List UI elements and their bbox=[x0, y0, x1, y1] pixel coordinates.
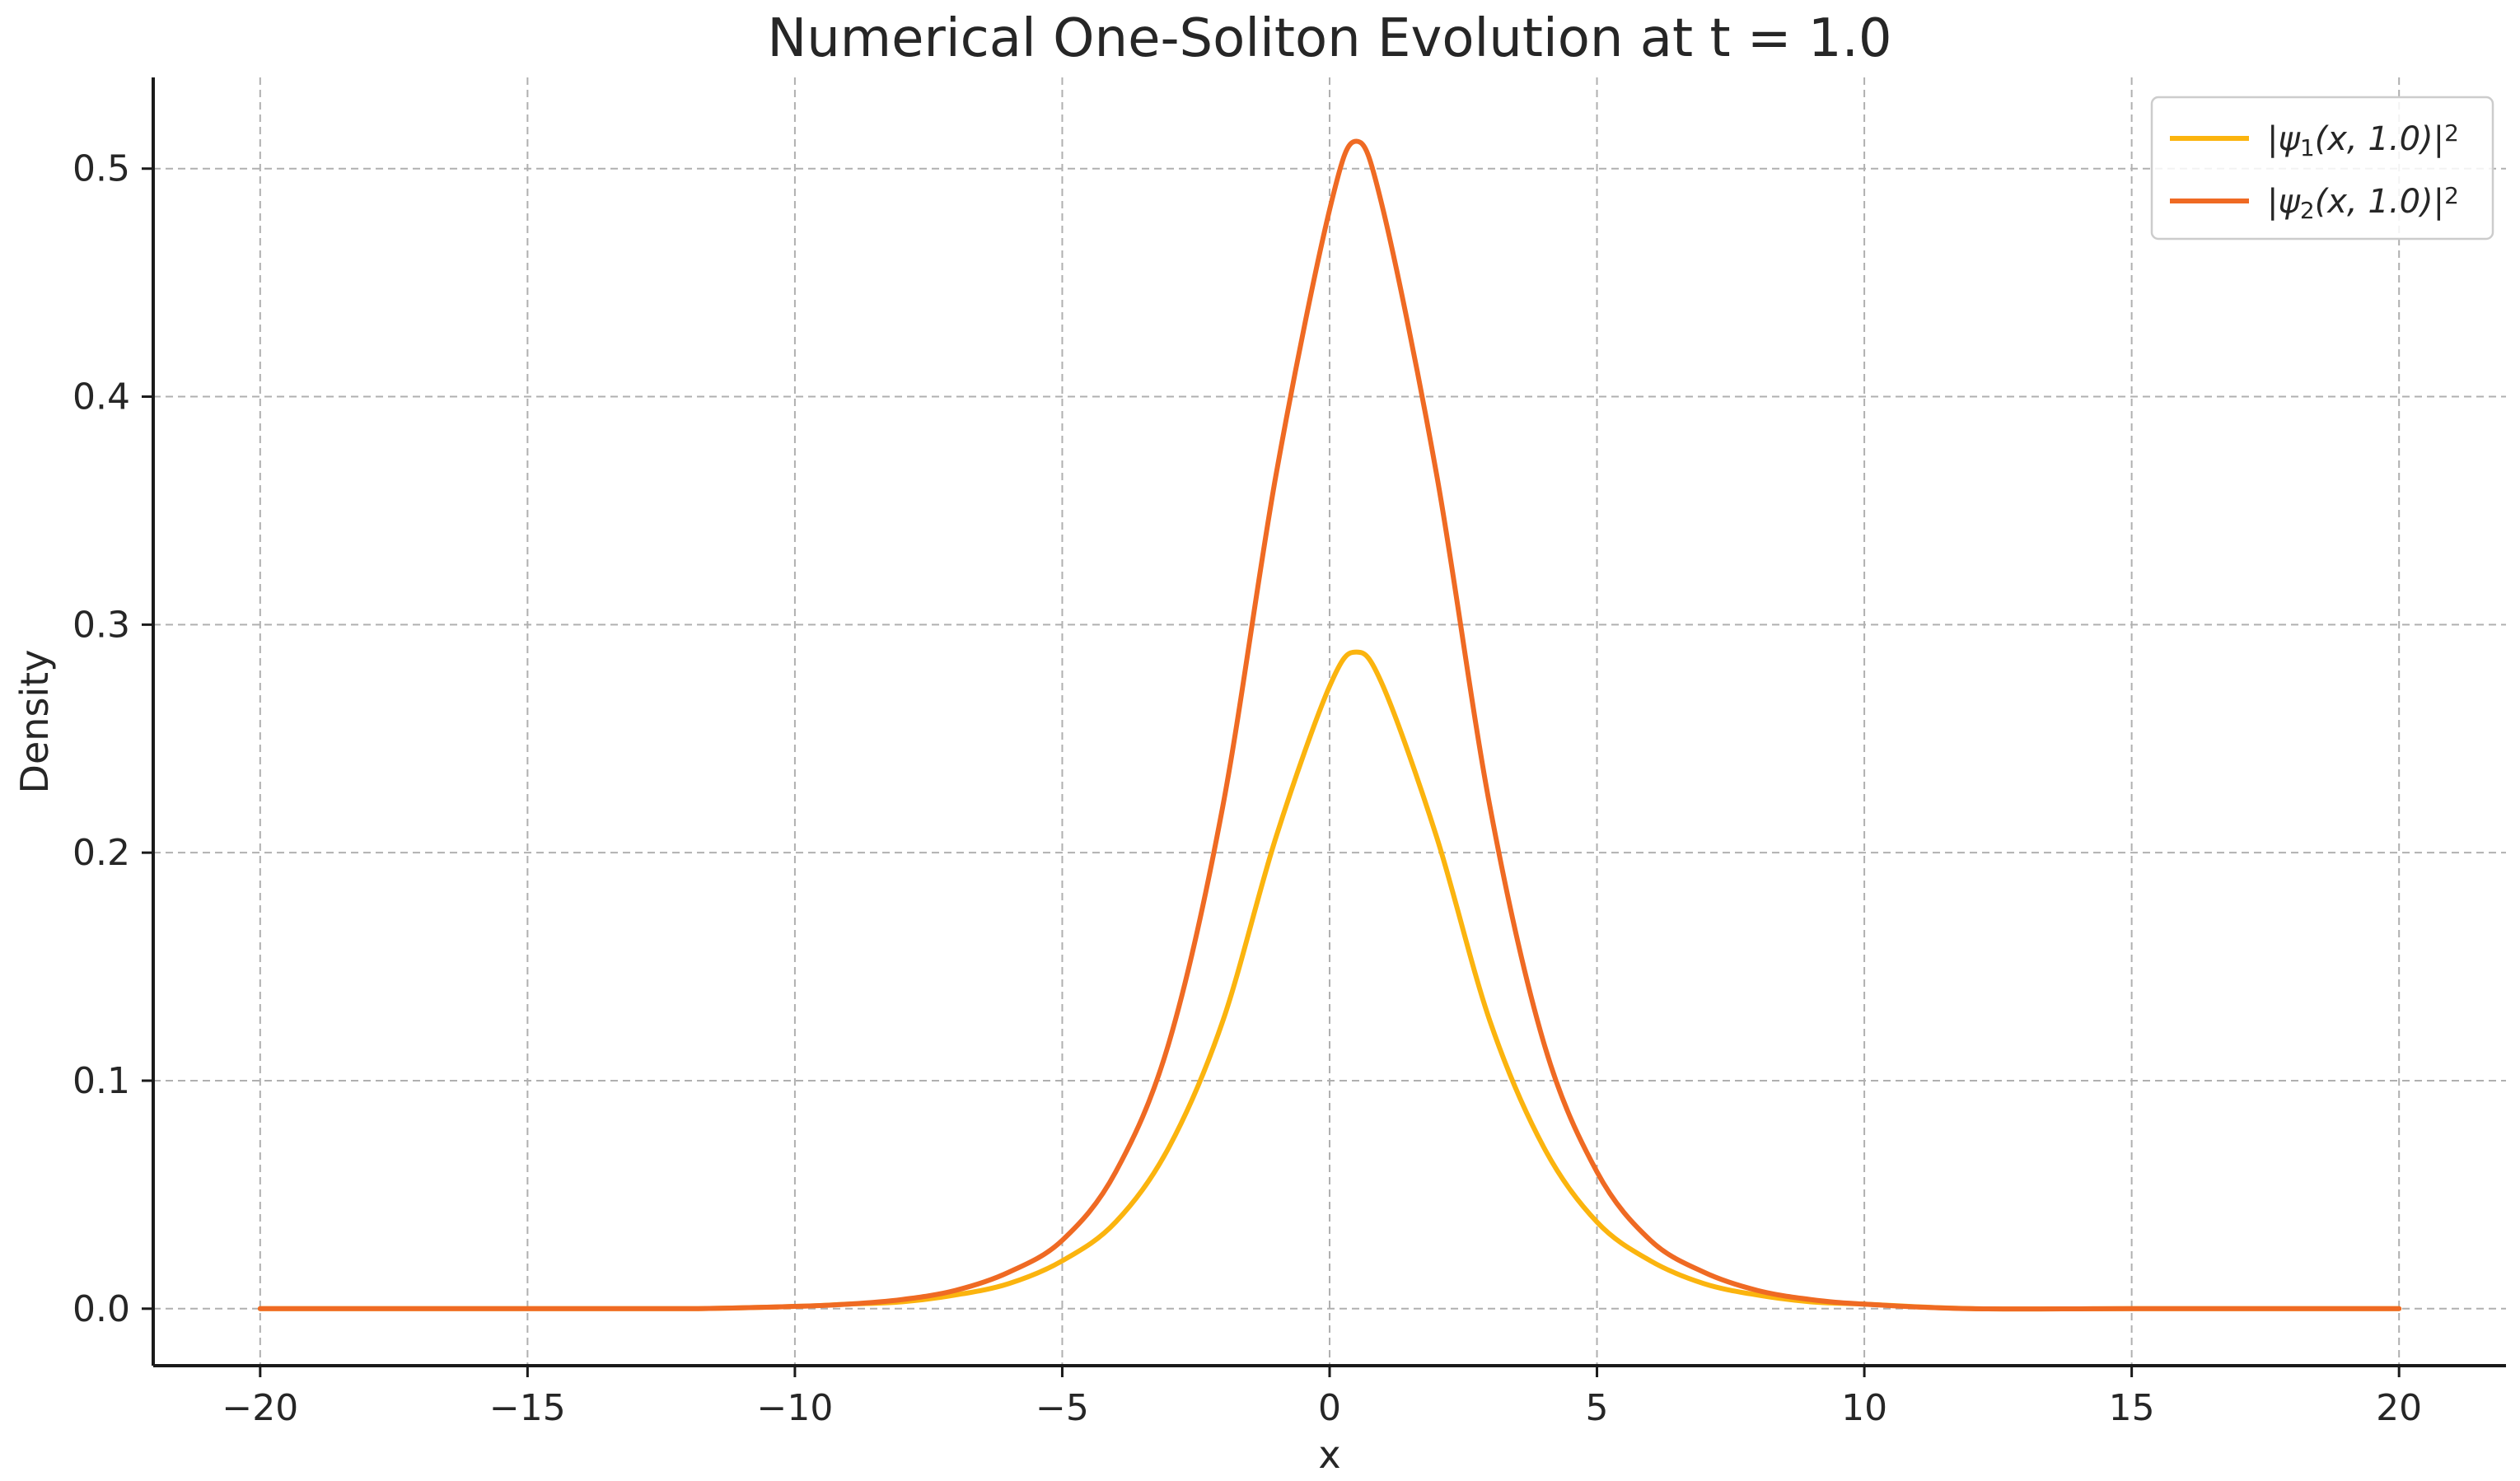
x-tick-label: 20 bbox=[2376, 1387, 2422, 1429]
x-tick-label: 15 bbox=[2109, 1387, 2155, 1429]
x-tick-label: −10 bbox=[756, 1387, 833, 1429]
legend: |ψ1(x, 1.0)|2 |ψ2(x, 1.0)|2 bbox=[2150, 96, 2494, 241]
y-tick-label: 0.5 bbox=[72, 148, 130, 190]
x-tick-label: −20 bbox=[222, 1387, 298, 1429]
y-tick-label: 0.3 bbox=[72, 604, 130, 646]
x-ticks: −20 −15 −10 −5 0 5 10 15 20 bbox=[222, 1366, 2422, 1429]
y-tick-label: 0.4 bbox=[72, 376, 130, 418]
x-tick-label: 5 bbox=[1586, 1387, 1609, 1429]
y-tick-label: 0.2 bbox=[72, 832, 130, 874]
x-tick-label: 10 bbox=[1841, 1387, 1887, 1429]
x-tick-label: −5 bbox=[1036, 1387, 1089, 1429]
y-tick-label: 0.1 bbox=[72, 1060, 130, 1102]
chart-title: Numerical One-Soliton Evolution at t = 1… bbox=[767, 8, 1891, 69]
legend-entry-2: |ψ2(x, 1.0)|2 bbox=[2267, 182, 2459, 224]
x-axis-label: x bbox=[1318, 1432, 1340, 1477]
x-tick-label: 0 bbox=[1318, 1387, 1341, 1429]
y-tick-label: 0.0 bbox=[72, 1288, 130, 1330]
y-ticks: 0.0 0.1 0.2 0.3 0.4 0.5 bbox=[72, 148, 153, 1330]
x-tick-label: −15 bbox=[489, 1387, 566, 1429]
y-axis-label: Density bbox=[12, 650, 57, 794]
series-line-2 bbox=[257, 138, 2402, 1312]
series-layer bbox=[257, 138, 2402, 1312]
grid bbox=[153, 77, 2506, 1366]
legend-entry-1: |ψ1(x, 1.0)|2 bbox=[2267, 119, 2459, 161]
